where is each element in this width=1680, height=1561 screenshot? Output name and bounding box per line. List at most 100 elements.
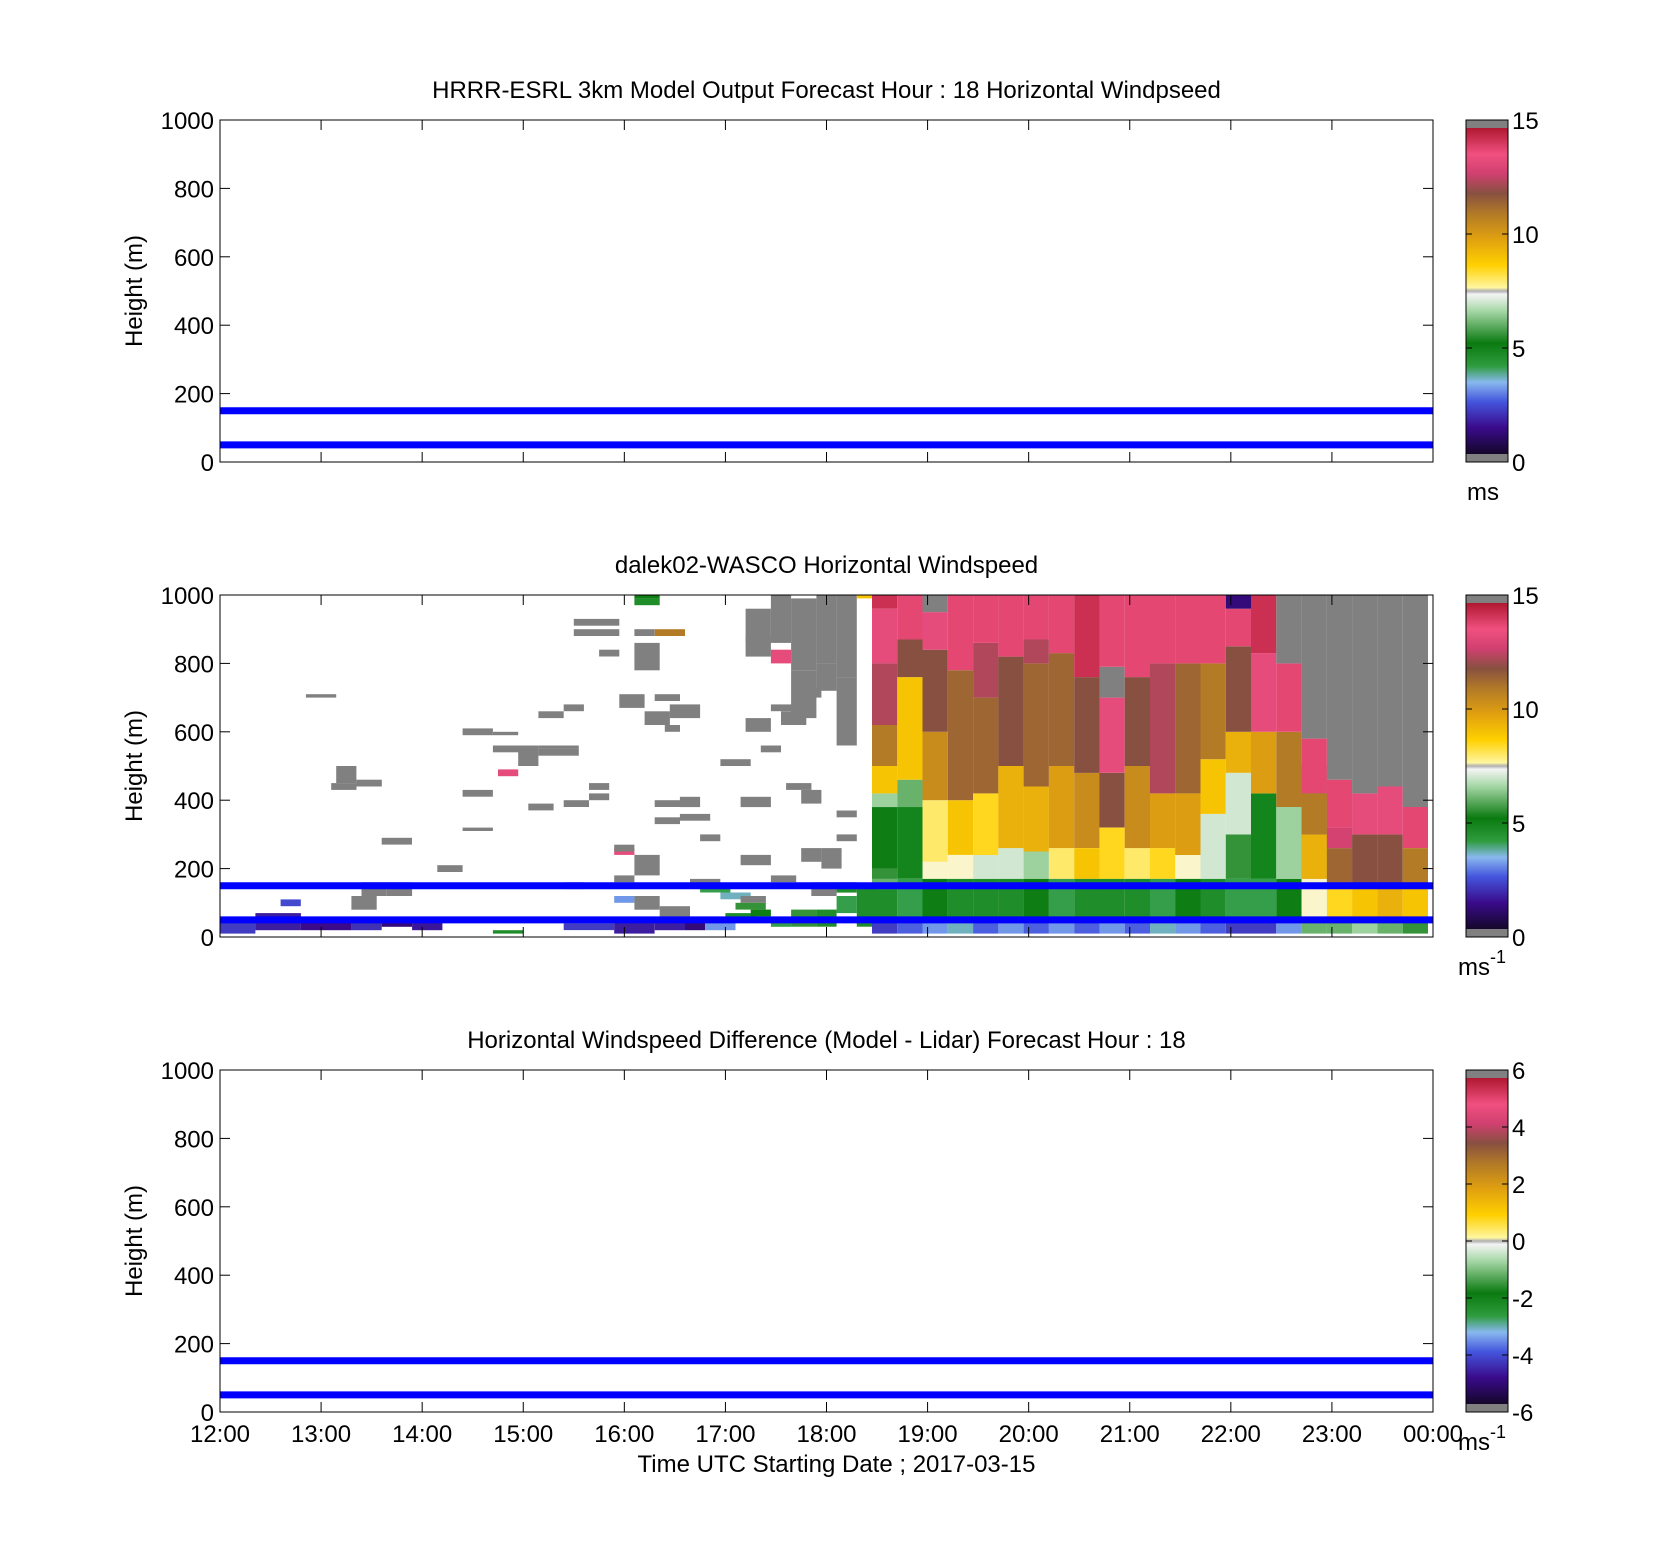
heatmap-cell — [1326, 827, 1353, 849]
heatmap-cell — [872, 766, 898, 794]
y-tick-label: 1000 — [161, 1058, 214, 1085]
heatmap-cell — [1048, 848, 1075, 879]
heatmap-cell — [518, 745, 539, 766]
heatmap-cell — [280, 899, 301, 907]
heatmap-cell — [1377, 885, 1403, 917]
x-tick-label: 12:00 — [190, 1421, 250, 1448]
heatmap-cell — [685, 919, 706, 931]
x-tick-label: 00:00 — [1403, 1421, 1463, 1448]
heatmap-cell — [1175, 595, 1201, 664]
x-tick-label: 21:00 — [1100, 1421, 1160, 1448]
heatmap-cell — [634, 896, 660, 910]
colorbar-tick-label: 4 — [1512, 1115, 1525, 1142]
y-tick-label: 400 — [174, 788, 214, 815]
heatmap-cell — [1124, 677, 1150, 766]
colorbar — [1466, 128, 1508, 454]
heatmap-cell — [770, 704, 802, 712]
heatmap-cell — [740, 796, 771, 808]
x-tick-label: 20:00 — [999, 1421, 1059, 1448]
heatmap-cell — [654, 800, 680, 807]
lidar-windspeed-panel: dalek02-WASCO Horizontal Windspeed 0 200 40… — [121, 552, 1539, 981]
colorbar-tick-label: 15 — [1512, 583, 1539, 610]
heatmap-cell — [1301, 738, 1327, 794]
heatmap-cell — [654, 919, 685, 931]
heatmap-cell — [1301, 834, 1327, 879]
heatmap-cell — [1023, 639, 1049, 664]
colorbar-frame — [1465, 119, 1509, 463]
heatmap-cell — [1301, 595, 1327, 739]
y-tick-label: 600 — [174, 245, 214, 272]
colorbar — [1466, 1078, 1508, 1404]
colorbar-unit: ms-1 — [1458, 947, 1506, 981]
y-tick-label: 200 — [174, 382, 214, 409]
colorbar-over — [1466, 1070, 1508, 1078]
heatmap-cell — [872, 793, 898, 808]
windspeed-difference-panel: Horizontal Windspeed Difference (Model -… — [121, 1027, 1533, 1478]
heatmap-cell — [1402, 848, 1428, 886]
heatmap-cell — [770, 595, 792, 643]
heatmap-cell — [1301, 793, 1327, 835]
colorbar-unit-exponent: -1 — [1490, 1422, 1506, 1442]
heatmap-cell — [1175, 663, 1201, 794]
heatmap-cell — [1048, 766, 1075, 849]
heatmap-cell — [1402, 595, 1428, 807]
heatmap-cell — [563, 923, 615, 931]
heatmap-cell — [791, 670, 817, 719]
y-tick-label: 0 — [201, 925, 214, 952]
y-tick-label: 800 — [174, 651, 214, 678]
heatmap-cell — [644, 711, 670, 725]
heatmap-cell — [654, 817, 680, 825]
heatmap-cell — [1251, 653, 1277, 732]
heatmap-cell — [437, 865, 463, 872]
heatmap-cell — [1251, 793, 1277, 879]
heatmap-cell — [872, 889, 898, 917]
heatmap-cell — [664, 725, 680, 732]
heatmap-cell — [462, 827, 493, 831]
heatmap-cell — [720, 759, 751, 766]
panel-title: dalek02-WASCO Horizontal Windspeed — [615, 552, 1038, 579]
heatmap-cell — [1225, 595, 1252, 609]
colorbar-tick-label: 2 — [1512, 1172, 1525, 1199]
heatmap-cell — [573, 629, 620, 636]
heatmap-cell — [836, 677, 857, 746]
heatmap-cell — [1276, 731, 1302, 807]
heatmap-cell — [973, 854, 999, 879]
heatmap-cell — [1023, 851, 1049, 879]
colorbar-tick-label: 0 — [1512, 1229, 1525, 1256]
colorbar-tick-label: 10 — [1512, 222, 1539, 249]
y-axis-label: Height (m) — [121, 710, 148, 822]
colorbar-tick-label: 0 — [1512, 925, 1525, 952]
colorbar-tick-label: -2 — [1512, 1286, 1533, 1313]
heatmap-cell — [1124, 848, 1150, 879]
colorbar-tick-label: 0 — [1512, 450, 1525, 477]
heatmap-cell — [856, 595, 872, 599]
heatmap-cell — [897, 677, 923, 780]
heatmap-cell — [1326, 595, 1353, 780]
colorbar-frame — [1465, 594, 1509, 938]
heatmap-cell — [720, 892, 751, 900]
heatmap-cell — [1377, 786, 1403, 835]
heatmap-cell — [336, 766, 357, 784]
heatmap-cell — [1352, 885, 1378, 917]
heatmap-cell — [1251, 731, 1277, 794]
heatmap-cell — [305, 694, 337, 698]
heatmap-cell — [922, 731, 948, 801]
colorbar-tick-label: 5 — [1512, 336, 1525, 363]
heatmap-cell — [821, 848, 842, 869]
colorbar-unit: ms — [1467, 479, 1499, 506]
colorbar — [1466, 603, 1508, 929]
heatmap-cell — [897, 595, 923, 640]
colorbar-unit-exponent: -1 — [1490, 947, 1506, 967]
heatmap-cell — [1124, 766, 1150, 849]
colorbar-unit: ms-1 — [1458, 1422, 1506, 1456]
heatmap-cell — [1225, 608, 1252, 647]
heatmap-cell — [1048, 653, 1075, 766]
heatmap-cell — [872, 608, 898, 664]
panel-title: Horizontal Windspeed Difference (Model -… — [467, 1027, 1186, 1054]
x-tick-label: 23:00 — [1302, 1421, 1362, 1448]
heatmap-cell — [1074, 595, 1100, 678]
colorbar-tick-label: -4 — [1512, 1343, 1533, 1370]
x-tick-label: 18:00 — [796, 1421, 856, 1448]
colorbar-tick-label: 10 — [1512, 697, 1539, 724]
y-tick-label: 400 — [174, 313, 214, 340]
